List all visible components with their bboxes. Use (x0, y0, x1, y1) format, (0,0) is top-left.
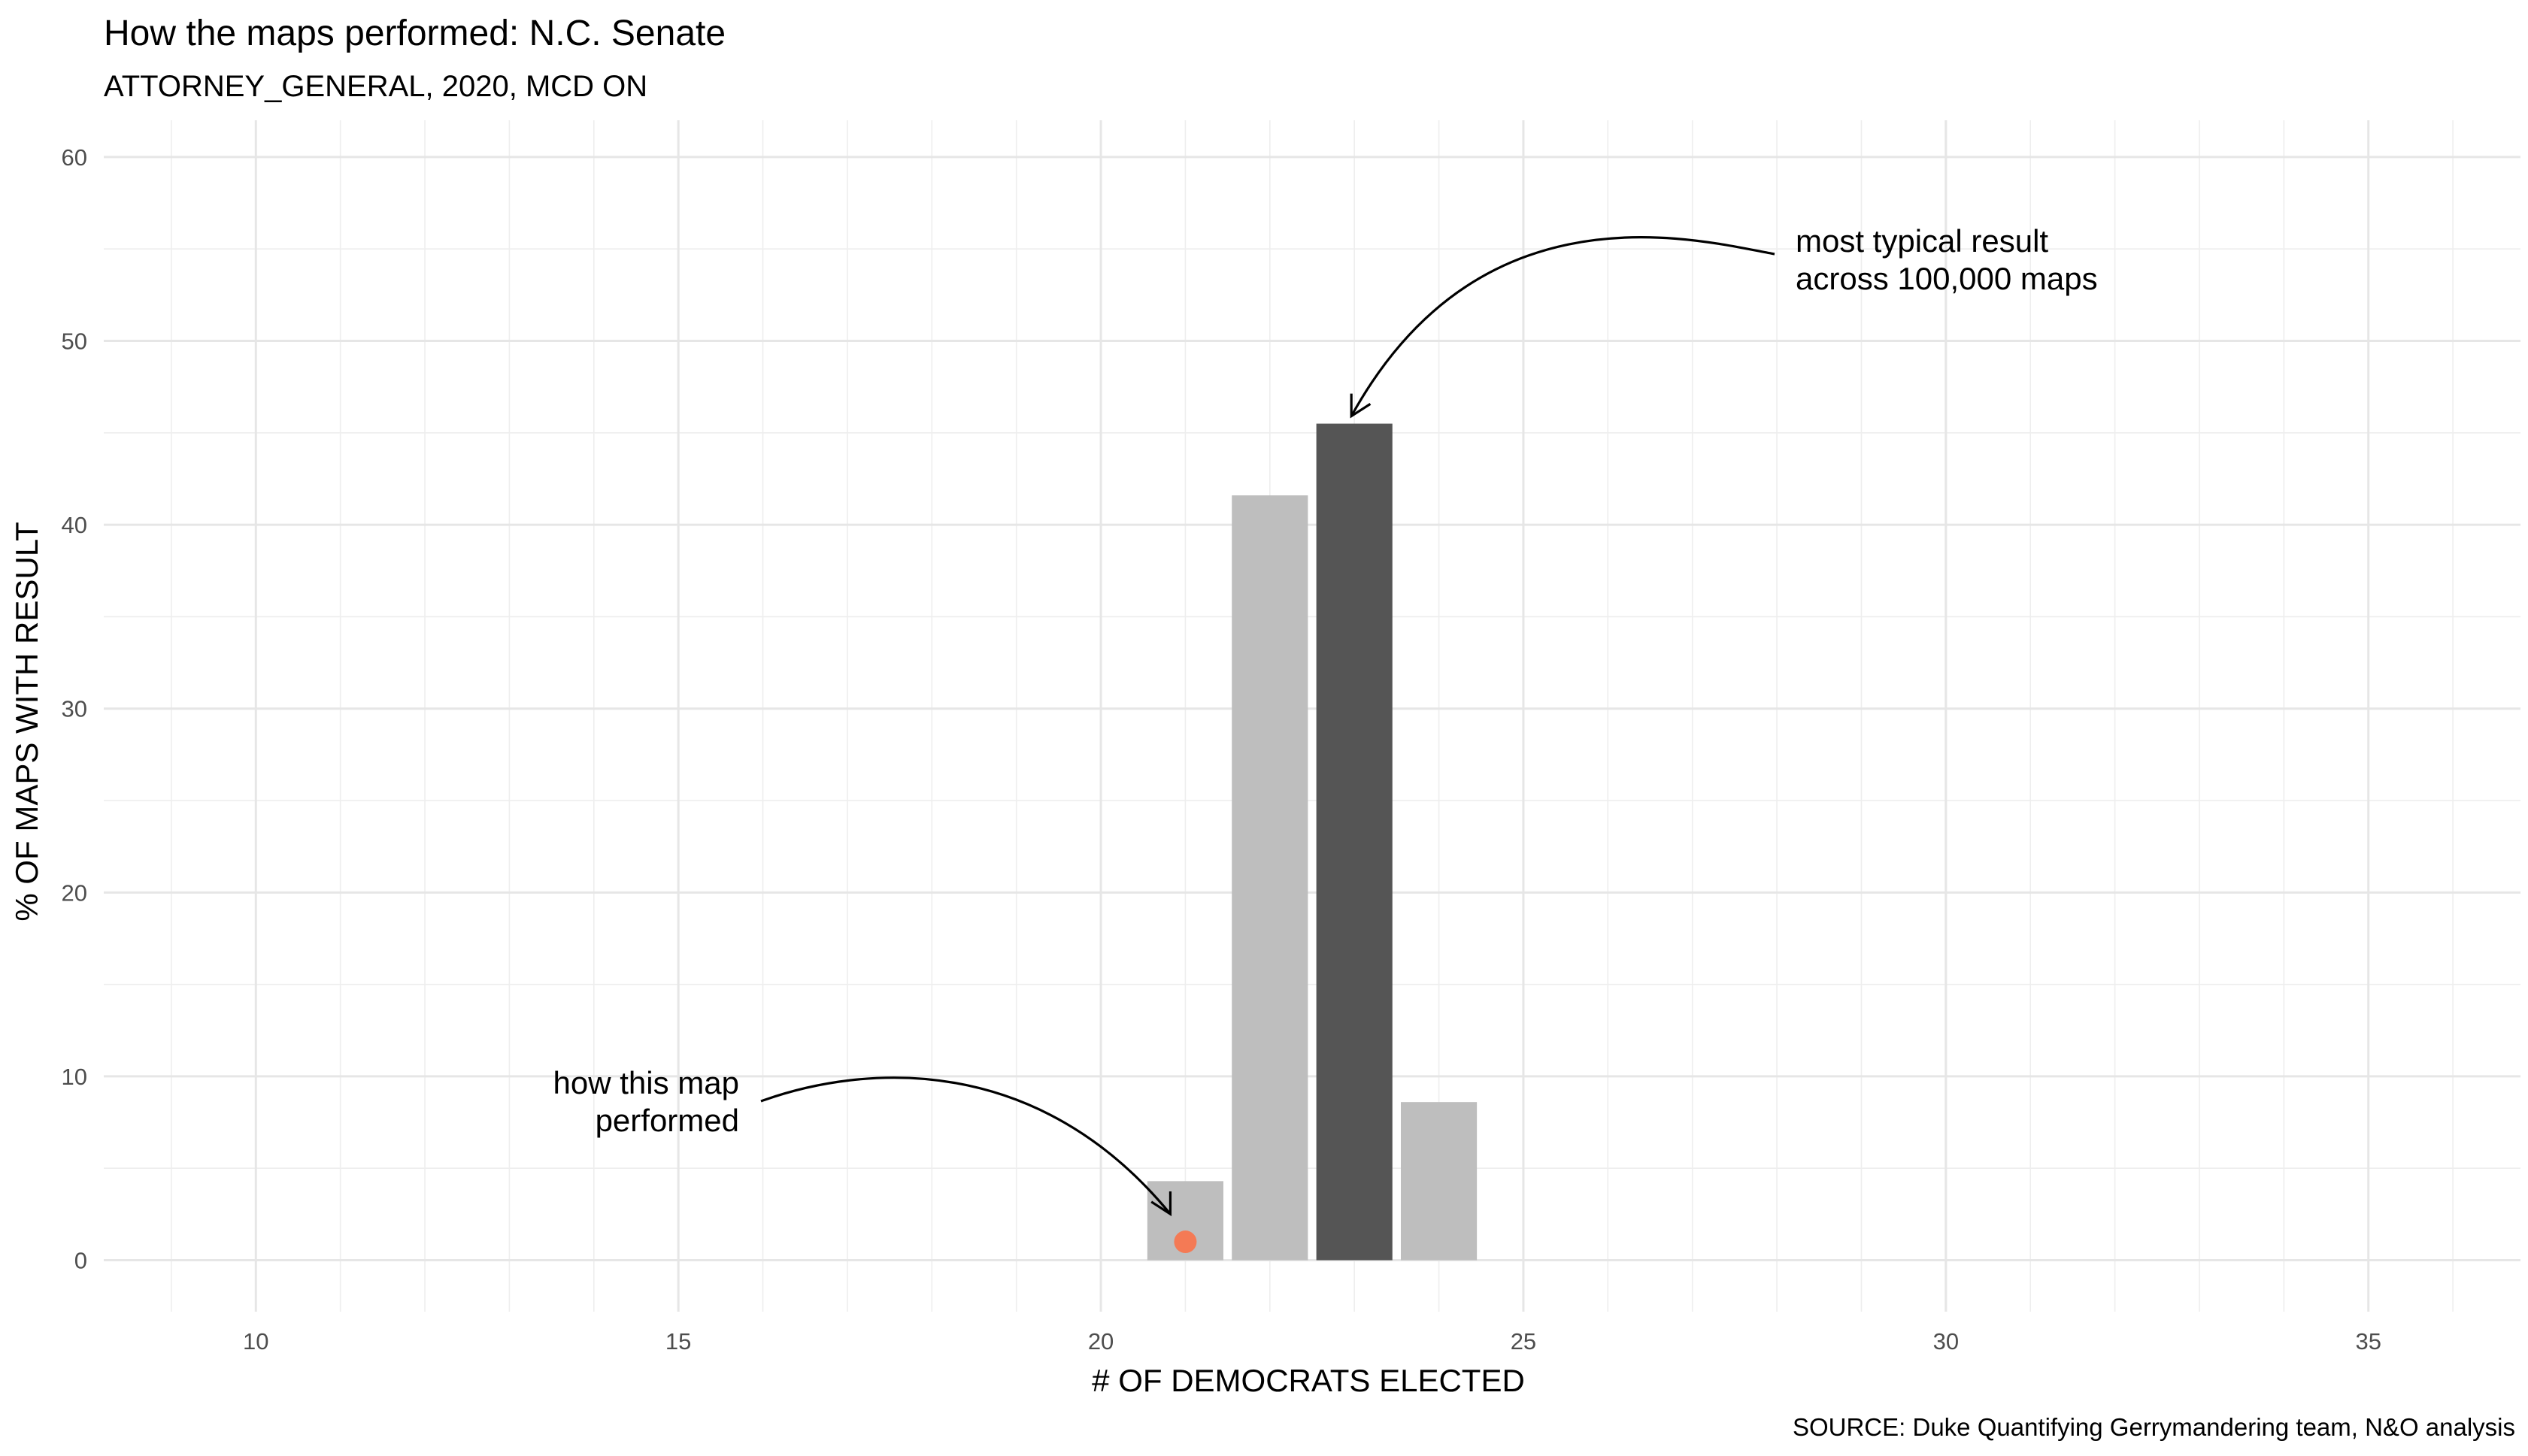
y-tick-label: 50 (62, 328, 87, 355)
y-tick-label: 20 (62, 879, 87, 906)
bars (1147, 423, 1478, 1261)
annotation-arrowhead-this-map (1150, 1191, 1172, 1216)
y-tick-label: 60 (62, 144, 87, 171)
annotation-text-this-map: performed (596, 1103, 739, 1138)
bar (1400, 1102, 1478, 1261)
chart-title: How the maps performed: N.C. Senate (104, 14, 726, 53)
annotation-arrow-this-map (760, 1076, 1172, 1215)
annotation-arrowhead-typical (1350, 393, 1372, 419)
bar (1232, 495, 1308, 1261)
y-tick-label: 10 (62, 1064, 87, 1090)
this-map-point (1174, 1230, 1197, 1254)
x-axis-ticks: 10 15 20 25 30 35 (243, 1328, 2381, 1355)
y-axis-label: % OF MAPS WITH RESULT (9, 522, 44, 921)
annotation-arrow-typical (1350, 236, 1775, 417)
y-tick-label: 40 (62, 512, 87, 538)
grid (104, 120, 2520, 1312)
annotation-text-typical: across 100,000 maps (1796, 261, 2098, 296)
x-axis-label: # OF DEMOCRATS ELECTED (1092, 1363, 1525, 1398)
y-axis-ticks: 0 10 20 30 40 50 60 (62, 144, 87, 1274)
x-tick-label: 35 (2355, 1328, 2381, 1355)
y-tick-label: 30 (62, 696, 87, 722)
x-tick-label: 15 (665, 1328, 691, 1355)
x-tick-label: 10 (243, 1328, 268, 1355)
x-tick-label: 25 (1511, 1328, 1536, 1355)
x-tick-label: 20 (1088, 1328, 1114, 1355)
source-caption: SOURCE: Duke Quantifying Gerrymandering … (1793, 1413, 2515, 1441)
annotation-text-this-map: how this map (553, 1065, 739, 1100)
x-tick-label: 30 (1933, 1328, 1959, 1355)
y-tick-label: 0 (74, 1248, 87, 1274)
annotation-text-typical: most typical result (1796, 223, 2048, 259)
chart-subtitle: ATTORNEY_GENERAL, 2020, MCD ON (104, 70, 647, 103)
bar-most-typical (1316, 423, 1393, 1261)
points (1174, 1230, 1197, 1254)
